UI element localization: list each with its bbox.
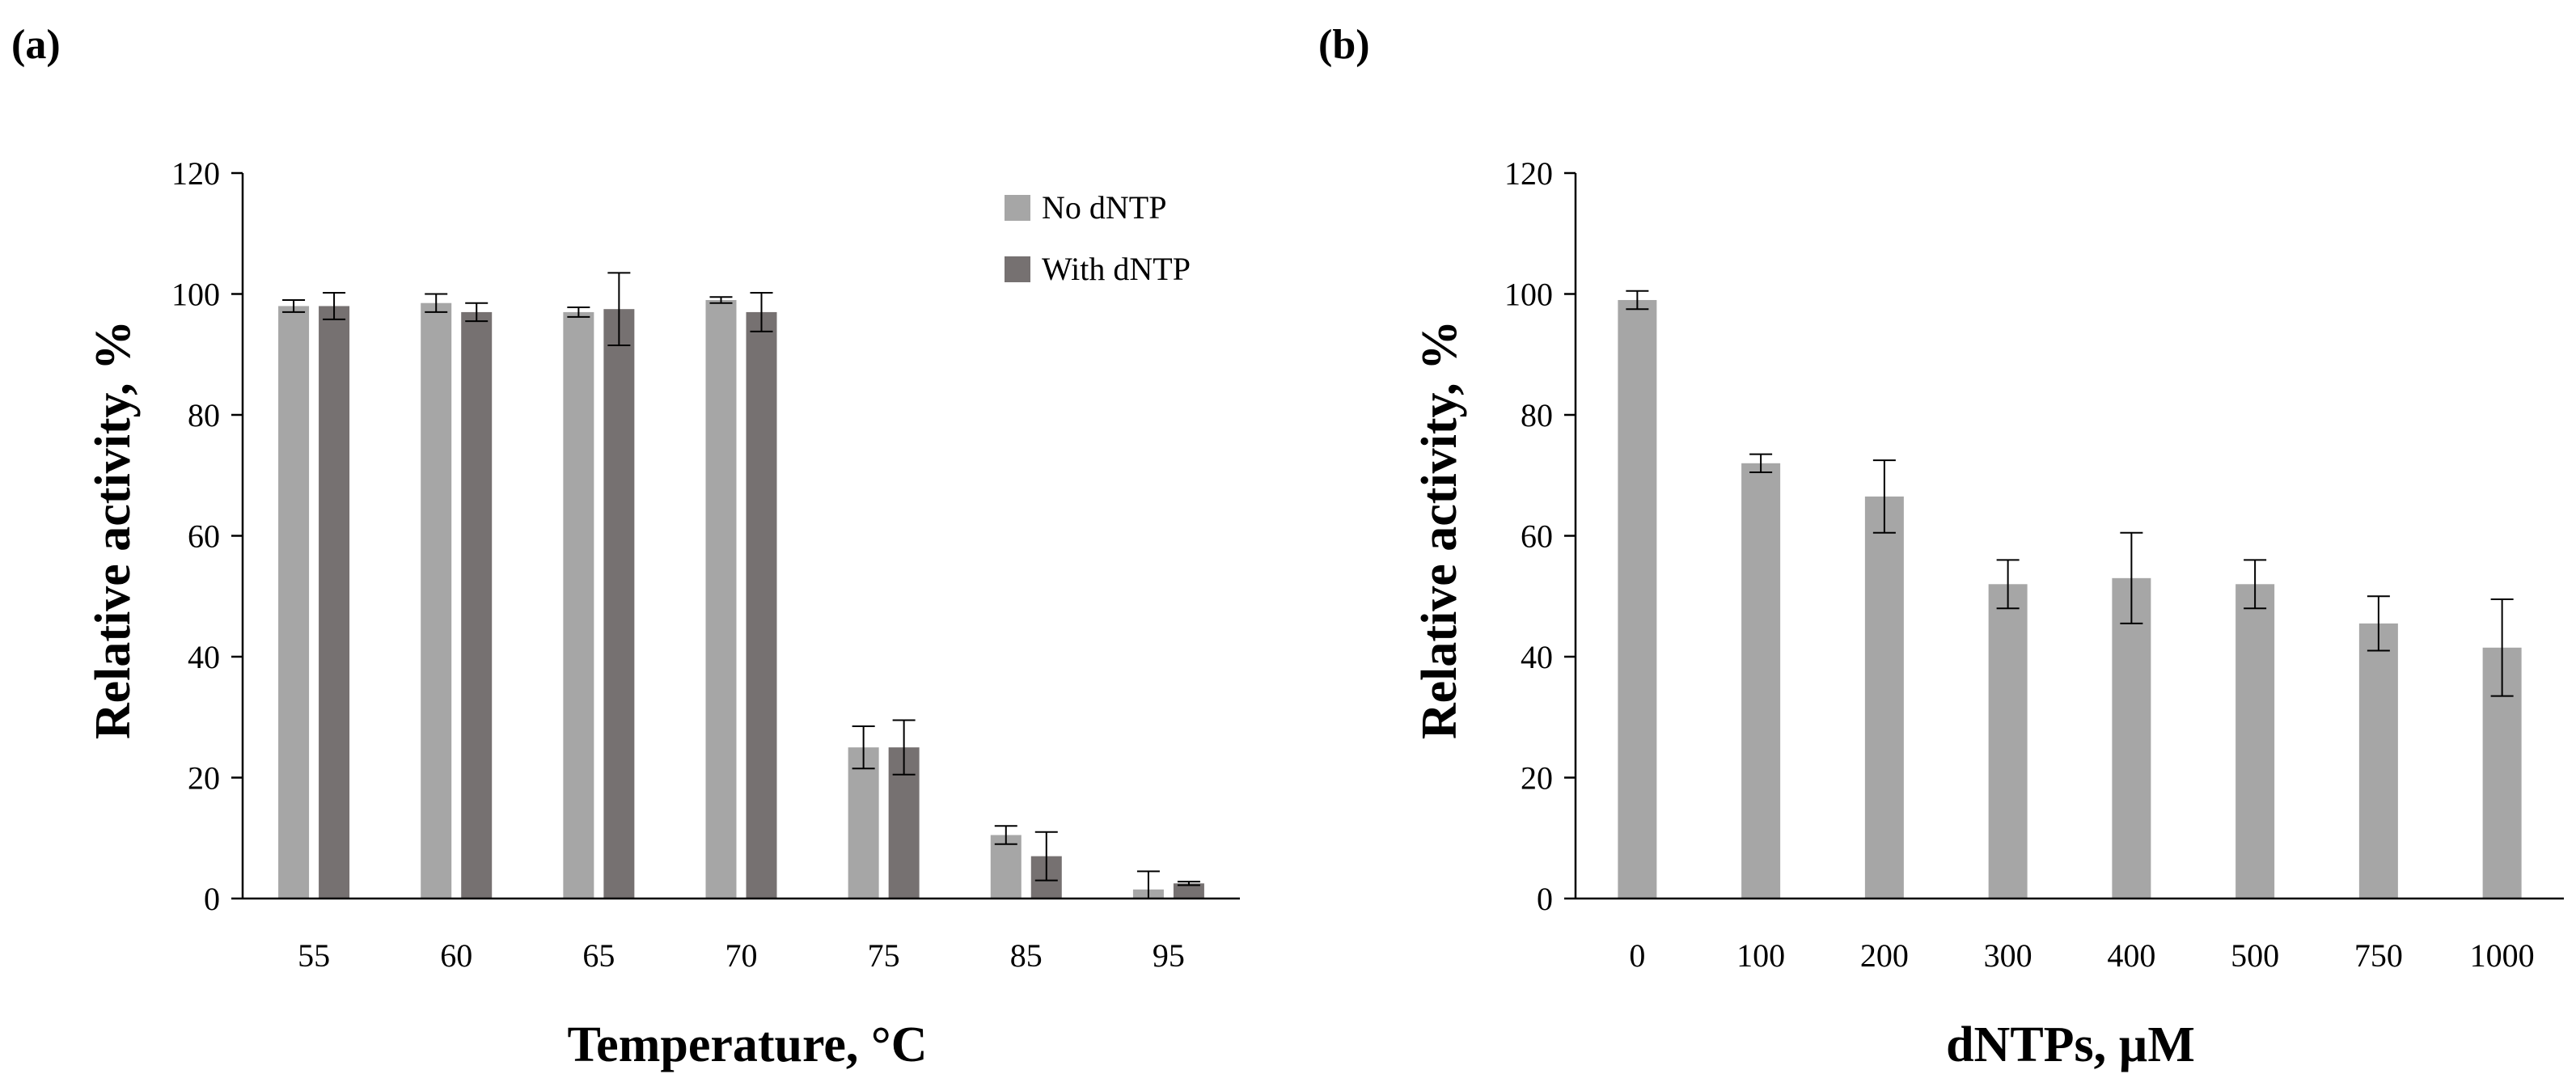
x-tick-label: 100 — [1736, 937, 1785, 974]
panel-a-y-axis-title: Relative activity, % — [86, 320, 141, 739]
y-tick-label: 20 — [188, 760, 220, 797]
panel-a-bars — [278, 272, 1204, 899]
y-tick-label: 100 — [171, 277, 220, 313]
bar-relative-activity-0 — [1618, 299, 1657, 899]
x-tick-label: 75 — [868, 937, 900, 974]
x-tick-label: 200 — [1860, 937, 1909, 974]
bar-no-dntp-85 — [990, 835, 1022, 899]
bar-relative-activity-100 — [1741, 463, 1781, 899]
y-tick-label: 0 — [1537, 881, 1553, 917]
x-tick-label: 1000 — [2470, 937, 2535, 974]
y-tick-label: 60 — [188, 518, 220, 555]
y-tick-label: 120 — [171, 155, 220, 192]
x-tick-label: 750 — [2354, 937, 2403, 974]
panel-b-y-axis-title: Relative activity, % — [1412, 320, 1467, 739]
bar-no-dntp-70 — [705, 299, 737, 899]
y-tick-label: 120 — [1504, 155, 1553, 192]
panel-b-x-axis-title: dNTPs, µM — [1946, 1017, 2195, 1072]
bar-relative-activity-400 — [2112, 577, 2151, 899]
bar-no-dntp-65 — [563, 311, 594, 899]
chart-panel-a: (a) 0 20 40 60 80 100 120 55 60 65 70 75 85 95 Tempe… — [11, 22, 1240, 1072]
legend-swatch-no-dntp — [1005, 195, 1030, 221]
panel-b-label: (b) — [1318, 22, 1370, 68]
x-tick-label: 300 — [1984, 937, 2032, 974]
legend-label-no-dntp: No dNTP — [1042, 189, 1166, 226]
legend-swatch-with-dntp — [1005, 256, 1030, 282]
x-tick-label: 55 — [298, 937, 330, 974]
bar-relative-activity-500 — [2235, 584, 2275, 899]
bar-relative-activity-300 — [1988, 584, 2028, 899]
x-tick-label: 85 — [1010, 937, 1043, 974]
y-tick-label: 0 — [204, 881, 220, 917]
panel-b-x-ticks: 0 100 200 300 400 500 750 1000 — [1629, 937, 2534, 974]
y-tick-label: 20 — [1521, 760, 1553, 797]
y-tick-label: 40 — [188, 639, 220, 675]
panel-a-axes — [241, 173, 1240, 900]
panel-b-y-ticks: 0 20 40 60 80 100 120 — [1504, 155, 1576, 917]
x-tick-label: 400 — [2107, 937, 2155, 974]
bar-no-dntp-55 — [278, 306, 310, 899]
x-tick-label: 500 — [2231, 937, 2279, 974]
x-tick-label: 0 — [1629, 937, 1645, 974]
bar-with-dntp-65 — [603, 309, 635, 899]
y-tick-label: 100 — [1504, 277, 1553, 313]
y-tick-label: 40 — [1521, 639, 1553, 675]
panel-b-bars — [1618, 290, 2522, 899]
bar-relative-activity-750 — [2358, 623, 2398, 899]
y-tick-label: 60 — [1521, 518, 1553, 555]
panel-a-label: (a) — [11, 22, 61, 68]
panel-a-x-axis-title: Temperature, °C — [568, 1017, 928, 1072]
x-tick-label: 65 — [582, 937, 615, 974]
legend-label-with-dntp: With dNTP — [1042, 251, 1191, 287]
y-tick-label: 80 — [1521, 397, 1553, 433]
y-tick-label: 80 — [188, 397, 220, 433]
x-tick-label: 70 — [725, 937, 758, 974]
x-tick-label: 60 — [440, 937, 472, 974]
bar-no-dntp-75 — [848, 747, 879, 899]
bar-with-dntp-55 — [319, 306, 350, 899]
bar-with-dntp-60 — [461, 311, 493, 899]
bar-relative-activity-200 — [1864, 496, 1904, 899]
bar-with-dntp-70 — [746, 311, 777, 899]
panel-a-x-ticks: 55 60 65 70 75 85 95 — [298, 937, 1185, 974]
panel-a-y-ticks: 0 20 40 60 80 100 120 — [171, 155, 243, 917]
x-tick-label: 95 — [1153, 937, 1185, 974]
chart-panel-b: (b) 0 20 40 60 80 100 120 0 100 200 300 400 500 750 1… — [1318, 22, 2564, 1072]
panel-b-axes — [1574, 173, 2564, 900]
panel-a-legend: No dNTP With dNTP — [1005, 189, 1191, 287]
bar-no-dntp-60 — [421, 302, 452, 899]
bar-with-dntp-95 — [1173, 883, 1204, 899]
